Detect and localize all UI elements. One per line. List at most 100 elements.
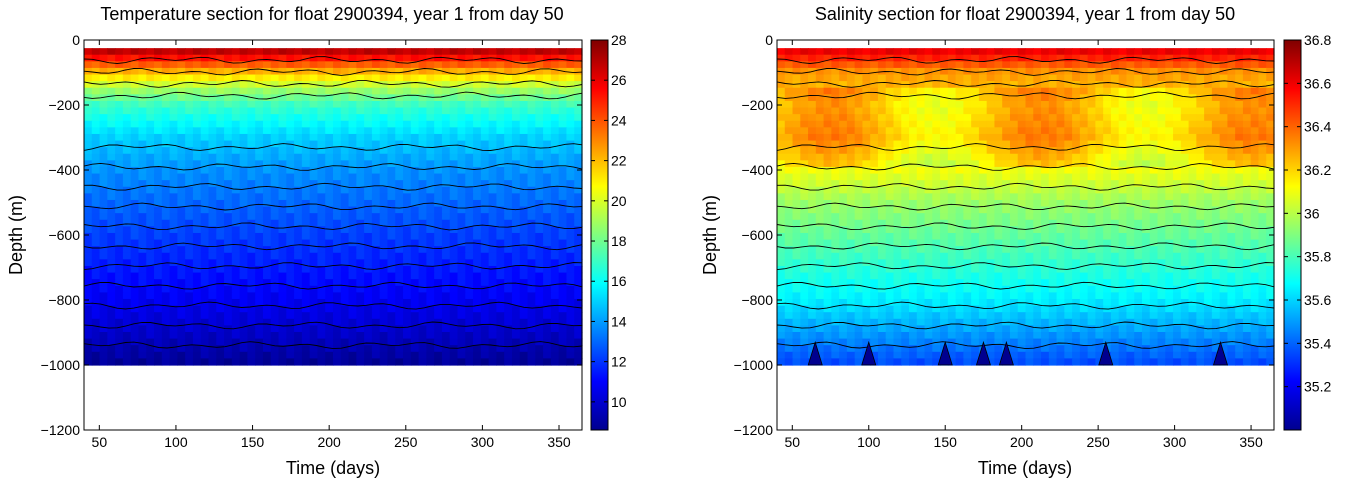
- heatmap-cell: [1242, 61, 1252, 69]
- heatmap-cell: [294, 74, 303, 82]
- heatmap-cell: [107, 120, 116, 128]
- contour-line: [83, 281, 583, 290]
- heatmap-cell: [784, 100, 794, 109]
- heatmap-cell: [1266, 153, 1275, 161]
- x-tick-label: 50: [92, 434, 108, 450]
- colorbar-tick-label: 18: [611, 233, 627, 249]
- heatmap-cell: [566, 272, 575, 280]
- heatmap-cell: [1103, 147, 1112, 155]
- heatmap-cell: [340, 140, 350, 148]
- heatmap-cell: [488, 272, 498, 280]
- heatmap-cell: [815, 67, 825, 76]
- heatmap-cell: [1204, 140, 1213, 148]
- heatmap-cell: [434, 298, 443, 307]
- heatmap-cell: [519, 173, 529, 181]
- heatmap-cell: [924, 199, 933, 208]
- heatmap-cell: [317, 265, 326, 274]
- heatmap-cell: [815, 147, 825, 155]
- heatmap-cell: [1064, 120, 1073, 128]
- heatmap-cell: [1188, 107, 1197, 115]
- heatmap-cell: [1211, 173, 1221, 181]
- heatmap-cell: [434, 219, 443, 227]
- heatmap-cell: [239, 173, 249, 181]
- heatmap-cell: [200, 186, 210, 194]
- heatmap-cell: [574, 61, 583, 69]
- heatmap-cell: [185, 166, 194, 175]
- heatmap-cell: [870, 193, 879, 201]
- heatmap-cell: [1196, 120, 1205, 128]
- heatmap-cell: [418, 193, 427, 201]
- heatmap-cell: [885, 213, 895, 221]
- heatmap-cell: [270, 81, 280, 89]
- heatmap-cell: [815, 219, 825, 227]
- heatmap-cell: [963, 166, 972, 175]
- heatmap-cell: [535, 54, 544, 62]
- heatmap-cell: [169, 153, 178, 161]
- heatmap-cell: [971, 81, 980, 89]
- heatmap-cell: [457, 338, 466, 346]
- heatmap-cell: [543, 226, 552, 234]
- heatmap-cell: [325, 292, 334, 300]
- heatmap-cell: [488, 312, 498, 320]
- heatmap-cell: [1141, 153, 1151, 161]
- heatmap-cell: [255, 239, 264, 247]
- heatmap-cell: [994, 120, 1003, 128]
- contour-line: [83, 301, 583, 310]
- heatmap-cell: [224, 239, 233, 247]
- heatmap-cell: [1227, 100, 1236, 109]
- heatmap-cell: [1258, 147, 1267, 155]
- heatmap-cell: [91, 147, 101, 155]
- heatmap-cell: [441, 94, 451, 102]
- heatmap-cell: [208, 127, 217, 135]
- heatmap-cell: [146, 239, 155, 247]
- heatmap-cell: [247, 180, 256, 188]
- heatmap-cell: [527, 54, 536, 62]
- heatmap-cell: [558, 147, 568, 155]
- heatmap-cell: [1033, 140, 1042, 148]
- heatmap-cell: [963, 206, 972, 214]
- heatmap-cell: [1204, 133, 1213, 142]
- heatmap-cell: [91, 232, 101, 241]
- heatmap-cell: [224, 140, 233, 148]
- heatmap-cell: [566, 305, 575, 313]
- heatmap-cell: [154, 186, 163, 194]
- heatmap-cell: [403, 292, 412, 300]
- heatmap-cell: [185, 358, 194, 366]
- heatmap-cell: [177, 265, 186, 274]
- heatmap-cell: [940, 120, 949, 128]
- heatmap-cell: [1196, 81, 1205, 89]
- heatmap-cell: [262, 180, 272, 188]
- heatmap-cell: [441, 292, 451, 300]
- heatmap-cell: [84, 160, 93, 168]
- heatmap-cell: [784, 127, 794, 135]
- heatmap-cell: [270, 219, 280, 227]
- heatmap-cell: [449, 338, 459, 346]
- heatmap-cell: [1095, 54, 1104, 62]
- heatmap-cell: [940, 232, 949, 241]
- heatmap-cell: [286, 48, 295, 56]
- heatmap-cell: [364, 345, 373, 353]
- heatmap-cell: [916, 160, 926, 168]
- heatmap-cell: [449, 213, 459, 221]
- heatmap-cell: [1165, 180, 1174, 188]
- heatmap-cell: [84, 351, 93, 359]
- heatmap-cell: [496, 265, 505, 274]
- heatmap-cell: [1110, 94, 1120, 102]
- heatmap-cell: [309, 120, 319, 128]
- heatmap-cell: [231, 100, 241, 109]
- heatmap-cell: [1266, 120, 1275, 128]
- heatmap-cell: [932, 193, 941, 201]
- heatmap-cell: [99, 193, 108, 201]
- heatmap-cell: [161, 298, 171, 307]
- heatmap-cell: [309, 61, 319, 69]
- heatmap-cell: [831, 173, 840, 181]
- heatmap-cell: [1017, 94, 1027, 102]
- heatmap-cell: [1134, 61, 1143, 69]
- heatmap-cell: [177, 173, 186, 181]
- heatmap-cell: [395, 81, 404, 89]
- heatmap-cell: [434, 285, 443, 293]
- heatmap-cell: [1064, 160, 1073, 168]
- heatmap-cell: [511, 193, 521, 201]
- heatmap-cell: [317, 298, 326, 307]
